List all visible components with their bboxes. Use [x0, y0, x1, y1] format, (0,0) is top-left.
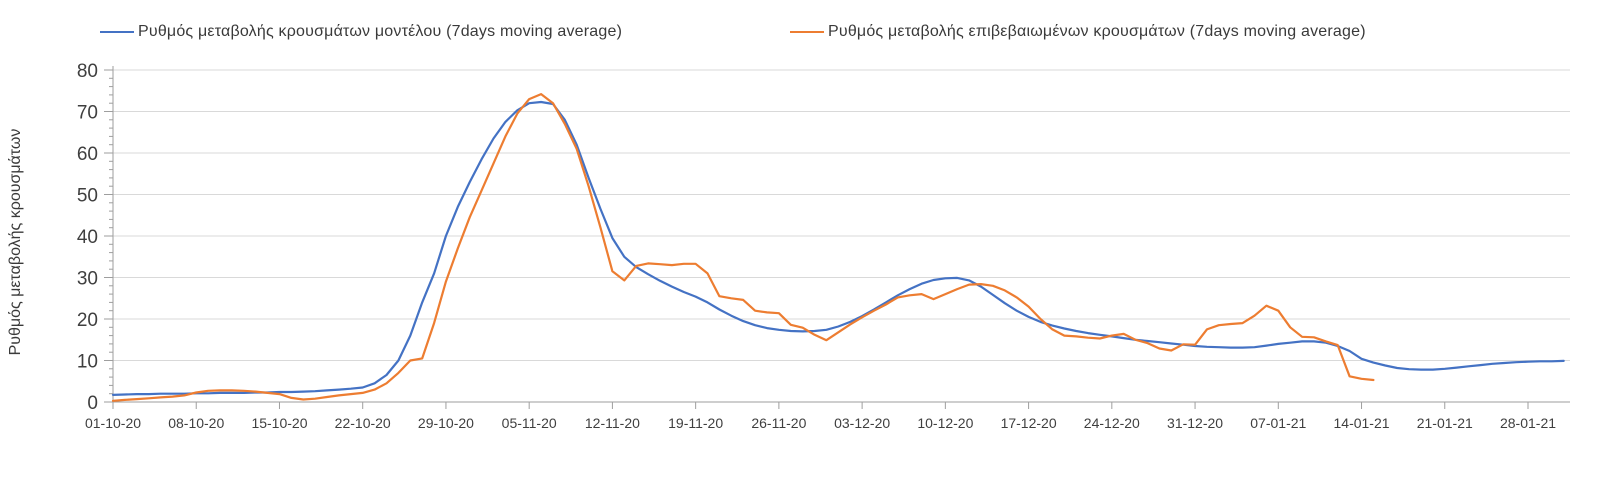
series-line-confirmed — [111, 92, 1375, 402]
x-tick-label: 28-01-21 — [1500, 415, 1556, 431]
x-tick-label: 19-11-20 — [668, 415, 723, 431]
y-tick-label: 40 — [77, 227, 98, 248]
y-tick-label: 30 — [77, 269, 98, 290]
x-tick-label: 24-12-20 — [1084, 415, 1140, 431]
x-tick-label: 29-10-20 — [418, 415, 474, 431]
x-tick-label: 15-10-20 — [251, 415, 307, 431]
x-tick-label: 21-01-21 — [1417, 415, 1473, 431]
x-tick-label: 22-10-20 — [335, 415, 391, 431]
legend-item-model: Ρυθμός μεταβολής κρουσμάτων μοντέλου (7d… — [100, 22, 622, 42]
legend-item-confirmed: Ρυθμός μεταβολής επιβεβαιωμένων κρουσμάτ… — [790, 22, 1366, 42]
x-tick-label: 07-01-21 — [1250, 415, 1306, 431]
x-tick-label: 01-10-20 — [85, 415, 141, 431]
x-tick-label: 26-11-20 — [751, 415, 806, 431]
y-tick-label: 60 — [77, 144, 98, 165]
y-tick-label: 20 — [77, 310, 98, 331]
legend-line-confirmed-icon — [790, 31, 824, 33]
series-line-model — [111, 100, 1565, 396]
y-tick-label: 80 — [77, 61, 98, 82]
y-tick-label: 10 — [77, 352, 98, 373]
x-tick-label: 08-10-20 — [168, 415, 224, 431]
y-tick-label: 0 — [87, 393, 98, 414]
y-tick-label: 50 — [77, 186, 98, 207]
legend-line-model-icon — [100, 31, 134, 33]
x-tick-label: 31-12-20 — [1167, 415, 1223, 431]
x-tick-label: 10-12-20 — [917, 415, 973, 431]
x-tick-label: 17-12-20 — [1001, 415, 1057, 431]
legend-label-confirmed: Ρυθμός μεταβολής επιβεβαιωμένων κρουσμάτ… — [828, 23, 1366, 40]
x-tick-label: 03-12-20 — [834, 415, 890, 431]
x-tick-label: 05-11-20 — [502, 415, 557, 431]
x-tick-label: 12-11-20 — [585, 415, 640, 431]
legend-label-model: Ρυθμός μεταβολής κρουσμάτων μοντέλου (7d… — [138, 23, 623, 40]
y-tick-label: 70 — [77, 103, 98, 124]
x-tick-label: 14-01-21 — [1334, 415, 1390, 431]
